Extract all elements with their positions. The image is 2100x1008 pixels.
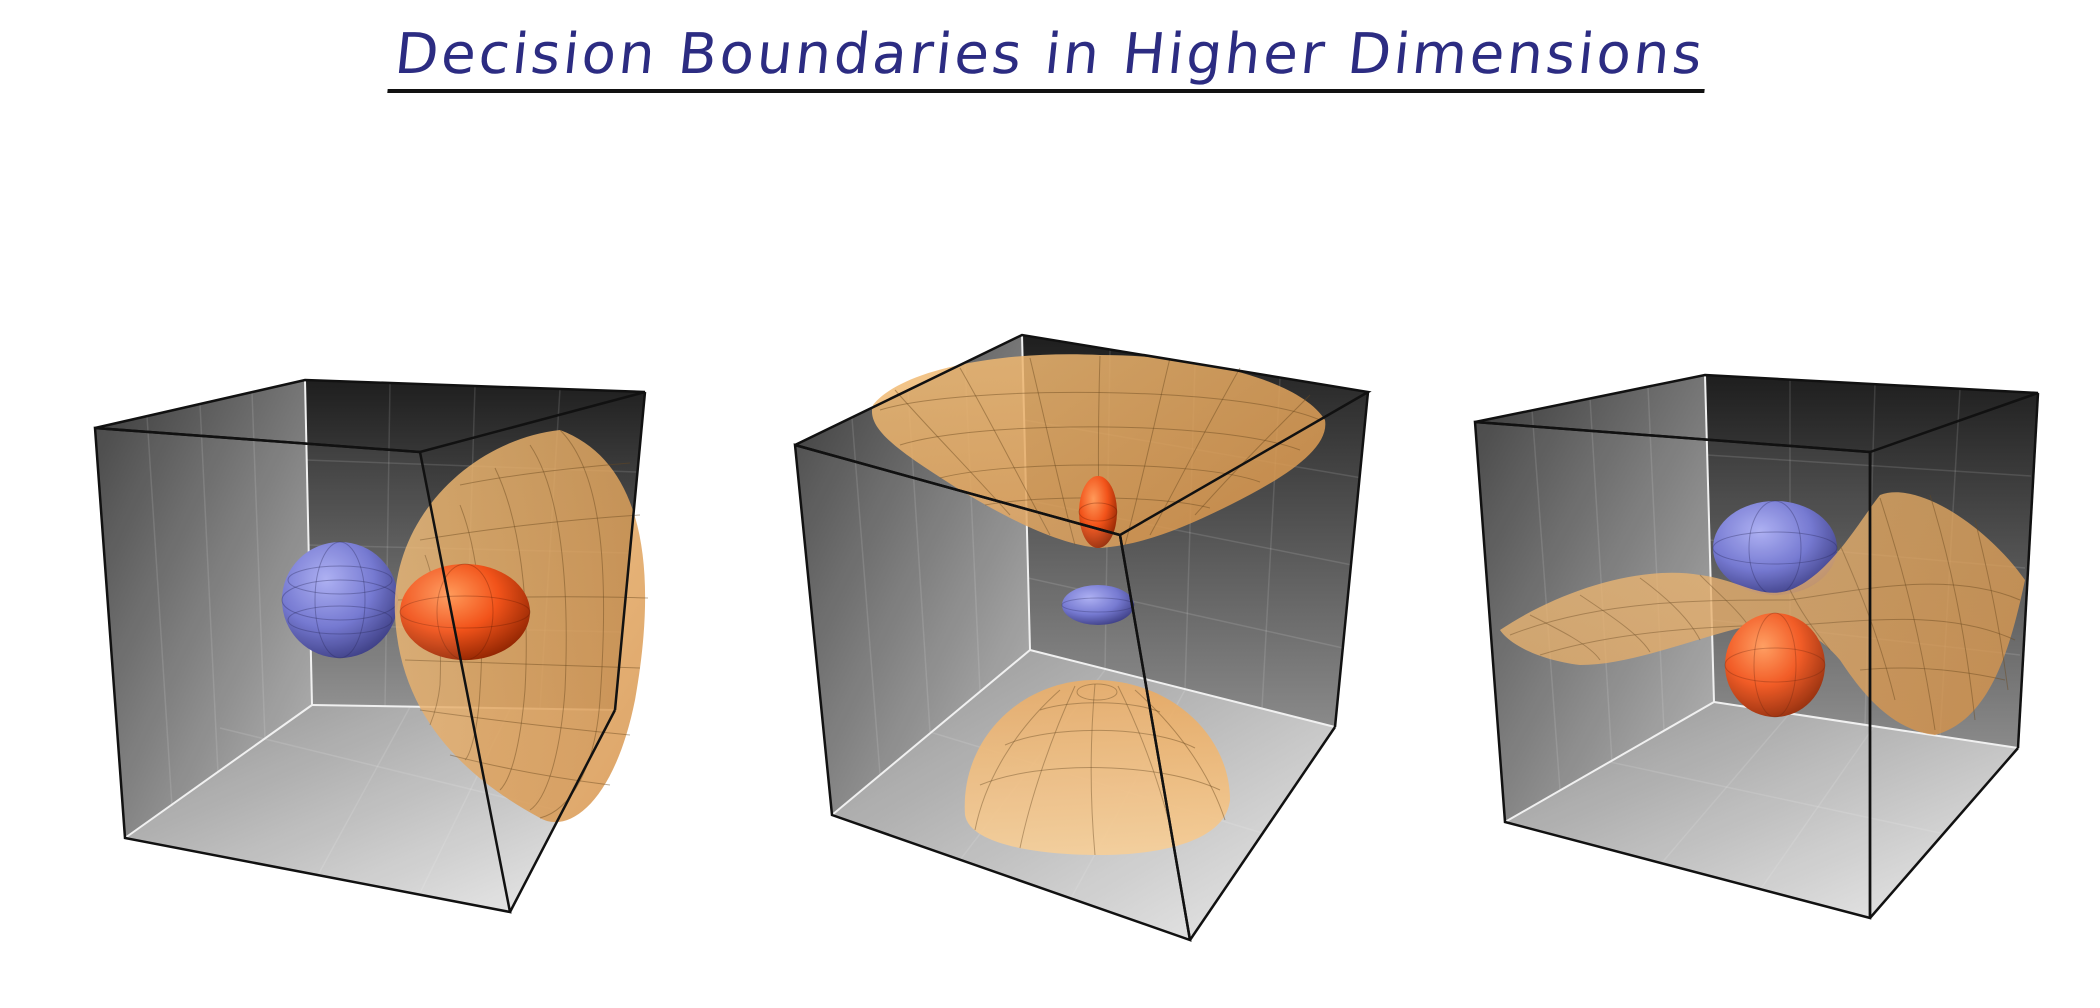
decision-surface-lower-sheet — [964, 680, 1230, 856]
box-front-edges — [1473, 373, 2040, 920]
decision-surface-saddle — [1500, 492, 2025, 735]
panel-hyperboloid-boundary — [793, 333, 1372, 942]
class-red-ellipsoid — [399, 563, 531, 661]
class-blue-sphere — [281, 541, 399, 659]
class-red-sphere — [1724, 612, 1826, 718]
panel-saddle-boundary — [1473, 373, 2040, 920]
class-red-ellipsoid — [1078, 476, 1118, 548]
class-blue-ellipsoid — [1061, 585, 1135, 625]
box-front-edges — [93, 378, 647, 914]
box-front-edges — [793, 333, 1372, 942]
panel-ellipsoid-boundary — [93, 378, 649, 914]
